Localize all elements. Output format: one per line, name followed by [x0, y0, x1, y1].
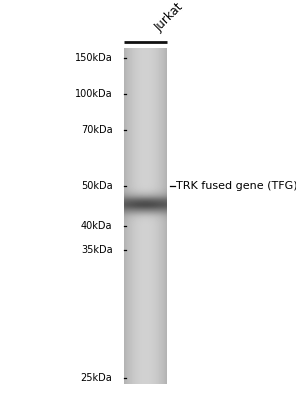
Text: 50kDa: 50kDa	[81, 181, 112, 191]
Text: 100kDa: 100kDa	[75, 89, 112, 99]
Text: Jurkat: Jurkat	[152, 0, 186, 34]
Text: TRK fused gene (TFG): TRK fused gene (TFG)	[176, 181, 296, 191]
Text: 35kDa: 35kDa	[81, 245, 112, 255]
Text: 150kDa: 150kDa	[75, 53, 112, 63]
Text: 25kDa: 25kDa	[81, 373, 112, 383]
Text: 40kDa: 40kDa	[81, 221, 112, 231]
Text: 70kDa: 70kDa	[81, 125, 112, 135]
